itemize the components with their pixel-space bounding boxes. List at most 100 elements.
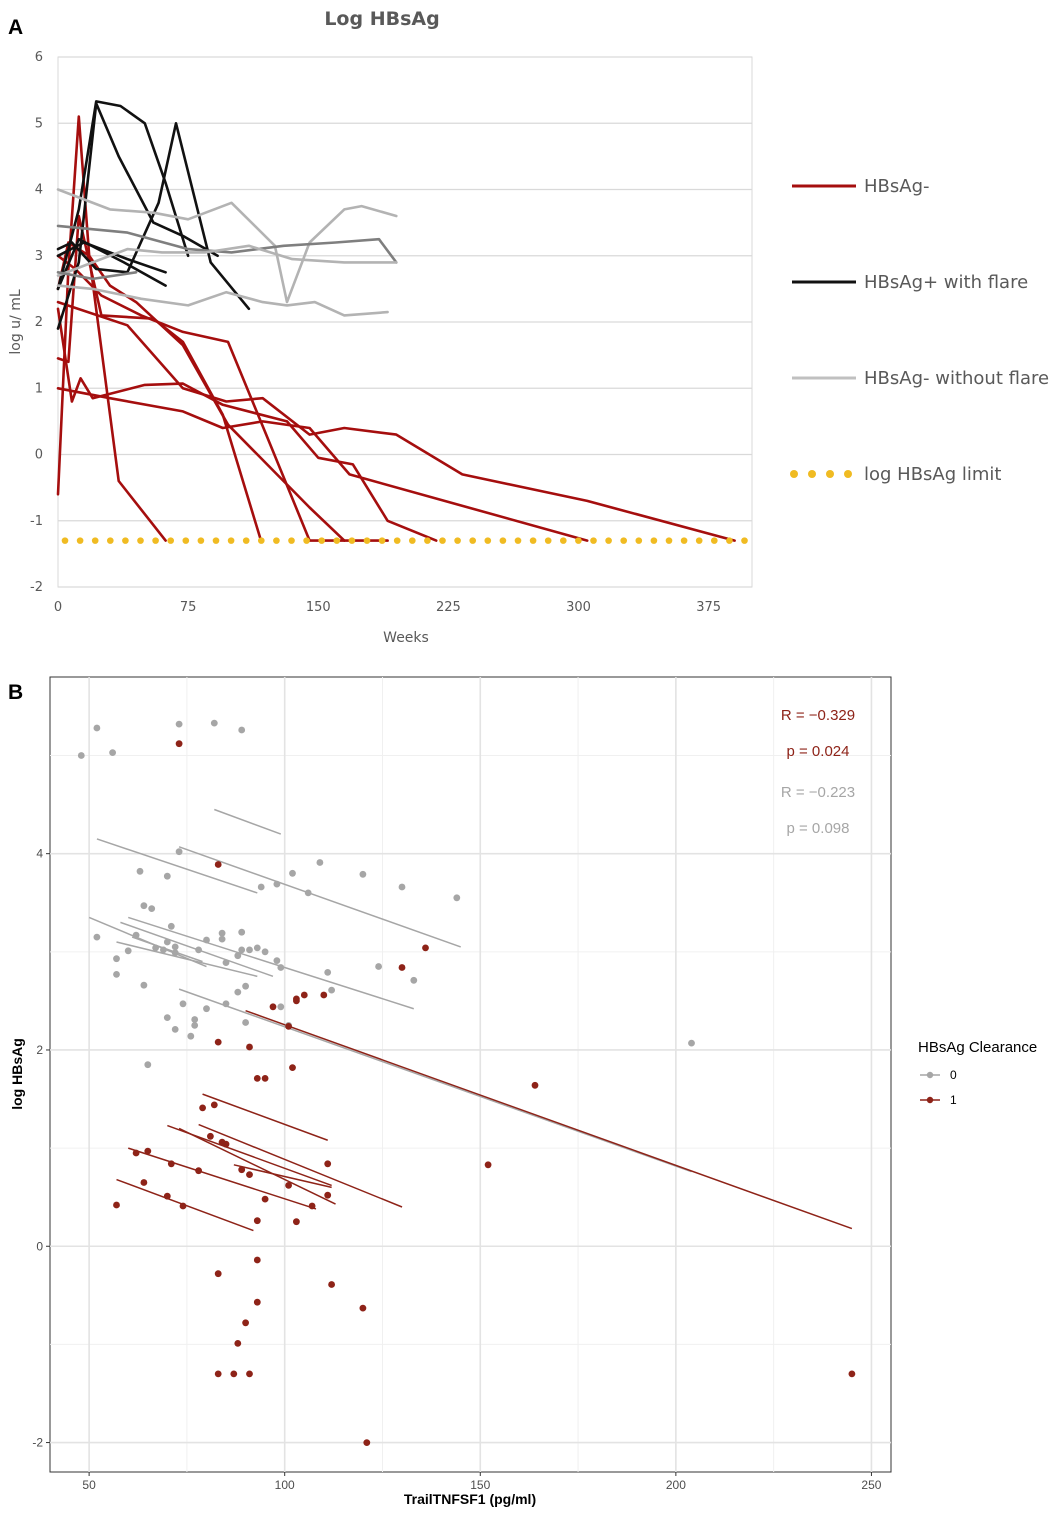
panel-b-plot-frame	[49, 676, 892, 1473]
b-point	[238, 726, 246, 734]
b-x-tick-label: 250	[861, 1478, 881, 1492]
b-point	[195, 1167, 203, 1175]
panel-a-letter: A	[8, 16, 23, 39]
b-point	[328, 986, 335, 994]
b-point	[222, 1140, 230, 1148]
a-limit-dot	[318, 537, 326, 544]
b-point	[253, 1256, 261, 1264]
a-limit-dot	[91, 537, 99, 544]
a-limit-dot	[680, 537, 688, 544]
b-fit-line	[198, 1123, 403, 1208]
b-point	[359, 1304, 367, 1312]
b-point	[113, 1201, 120, 1209]
b-point	[203, 936, 210, 944]
a-x-tick-label: 225	[436, 600, 461, 615]
b-point	[214, 1370, 222, 1378]
a-limit-dot	[303, 537, 310, 544]
a-legend-label: HBsAg-	[864, 176, 930, 197]
b-point	[398, 964, 406, 971]
b-stat-label: R = −0.223	[781, 784, 855, 801]
a-y-tick-label: -1	[30, 514, 43, 529]
b-point	[207, 1132, 214, 1140]
a-series-line	[56, 241, 167, 274]
panel-a-series	[56, 100, 736, 542]
b-point	[253, 1217, 261, 1225]
b-point	[187, 1032, 195, 1040]
a-limit-dot	[635, 537, 643, 544]
a-limit-dot	[197, 537, 205, 544]
b-point	[179, 1202, 187, 1210]
b-point	[410, 976, 418, 984]
a-legend-dot	[808, 470, 816, 478]
a-limit-dot	[227, 537, 235, 544]
b-point	[246, 946, 253, 954]
b-point	[238, 1166, 246, 1174]
a-limit-dot	[212, 537, 220, 544]
a-limit-dot	[242, 537, 250, 544]
a-limit-dot	[107, 537, 114, 544]
b-point	[453, 894, 461, 902]
panel-a-x-tick-labels: 0 75 150 225 300 375	[54, 600, 721, 615]
a-limit-dot	[741, 537, 748, 544]
a-y-tick-label: 5	[35, 116, 43, 131]
b-point	[214, 1038, 222, 1046]
a-y-tick-label: 3	[35, 249, 43, 264]
a-limit-dot	[378, 537, 386, 544]
a-limit-dot	[529, 537, 537, 544]
b-point	[531, 1081, 539, 1089]
b-point	[293, 997, 300, 1005]
a-limit-dot	[695, 537, 703, 544]
b-point	[77, 752, 85, 759]
panel-a-title: Log HBsAg	[324, 8, 439, 30]
b-point	[93, 724, 101, 732]
b-point	[422, 944, 429, 952]
b-point	[136, 867, 144, 875]
b-point	[246, 1171, 253, 1178]
b-point	[167, 1160, 175, 1168]
b-point	[148, 905, 156, 912]
b-point	[203, 1005, 210, 1013]
a-limit-dot	[393, 537, 401, 544]
b-point	[289, 1064, 296, 1071]
a-y-tick-label: 1	[35, 381, 43, 396]
b-point	[132, 1149, 140, 1157]
b-point	[277, 964, 285, 971]
b-point	[210, 1101, 218, 1109]
b-fit-line	[178, 1127, 336, 1205]
b-point	[277, 1003, 285, 1011]
b-point	[234, 988, 242, 996]
panel-b-y-axis-label: log HBsAg	[9, 1038, 25, 1110]
a-x-tick-label: 75	[180, 600, 197, 615]
a-series-line	[56, 241, 346, 542]
b-point	[238, 928, 246, 936]
b-point	[257, 883, 265, 891]
a-series-line	[56, 115, 167, 542]
a-limit-dot	[514, 537, 522, 544]
a-limit-dot	[590, 537, 597, 544]
a-limit-dot	[258, 537, 265, 544]
b-point	[222, 1000, 230, 1008]
panel-a-legend: HBsAg- HBsAg+ with flare HBsAg- without fl…	[790, 176, 1049, 485]
b-stat-label: p = 0.098	[787, 820, 850, 837]
b-point	[195, 946, 203, 954]
a-y-tick-label: 0	[35, 448, 43, 463]
b-point	[234, 1340, 242, 1347]
b-point	[144, 1147, 152, 1155]
a-limit-dot	[182, 537, 190, 544]
b-point	[109, 749, 116, 756]
b-point	[124, 947, 132, 955]
a-limit-dot	[711, 537, 718, 544]
a-y-tick-label: 6	[35, 50, 43, 65]
b-point	[199, 1104, 207, 1112]
panel-a-y-axis-label: log u/ mL	[8, 289, 24, 354]
b-point	[688, 1039, 695, 1047]
panel-a-y-tick-labels: -2 -1 0 1 2 3 4 5 6	[30, 50, 43, 595]
a-limit-dot	[409, 537, 416, 544]
b-point	[171, 943, 179, 951]
b-point	[214, 861, 222, 868]
a-limit-dot	[454, 537, 461, 544]
a-series-line	[56, 244, 398, 277]
a-limit-dot	[650, 537, 658, 544]
